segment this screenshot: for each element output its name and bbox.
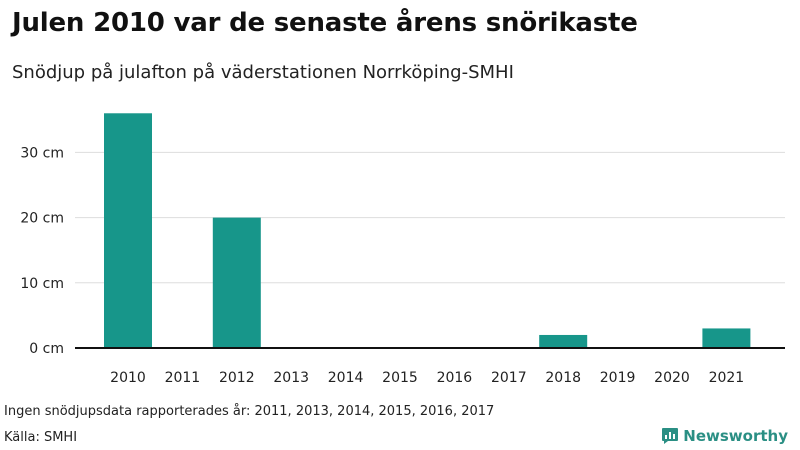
bar-2010 [104,113,152,348]
x-tick-label: 2011 [165,370,201,386]
x-tick-label: 2010 [110,370,146,386]
x-tick-label: 2014 [328,370,364,386]
x-tick-label: 2013 [273,370,309,386]
bar-chart-speech-icon [662,428,679,444]
y-tick-label: 10 cm [20,276,64,292]
x-tick-label: 2017 [491,370,527,386]
missing-data-note: Ingen snödjupsdata rapporterades år: 201… [4,404,495,419]
y-tick-label: 20 cm [20,211,64,227]
brand-logo: Newsworthy [661,427,788,445]
y-tick-label: 0 cm [29,341,64,357]
y-tick-label: 30 cm [20,145,64,161]
chart-subtitle: Snödjup på julafton på väderstationen No… [12,62,514,83]
x-tick-label: 2016 [437,370,473,386]
bar-2018 [539,334,588,348]
bar-chart: 0 cm 10 cm 20 cm 30 cm 2010 2011 2012 2013 2014 2… [20,113,785,386]
x-tick-label: 2015 [382,370,418,386]
source-label: Källa: SMHI [4,430,78,445]
x-tick-label: 2012 [219,370,255,386]
x-tick-label: 2018 [545,370,581,386]
x-tick-label: 2019 [600,370,636,386]
brand-name: Newsworthy [683,427,788,445]
x-tick-label: 2020 [654,370,690,386]
chart-title: Julen 2010 var de senaste årens snörikas… [12,8,638,38]
bar-2012 [212,217,261,348]
x-tick-label: 2021 [709,370,745,386]
bar-2021 [702,328,751,348]
